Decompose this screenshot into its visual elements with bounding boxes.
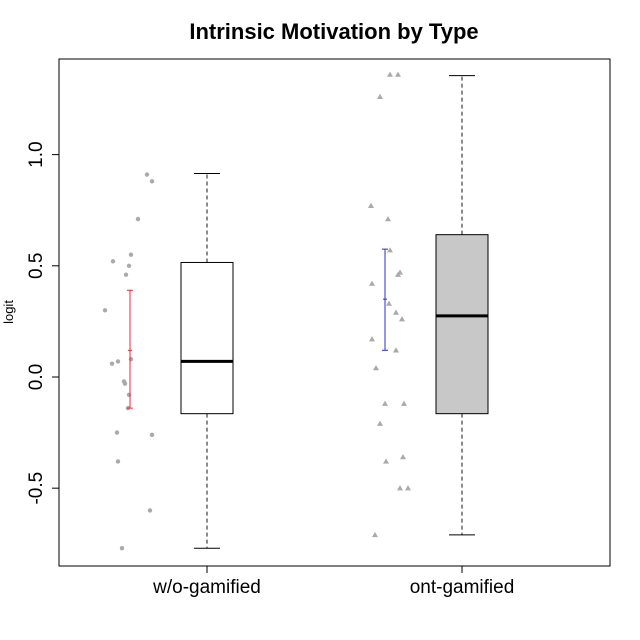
data-point	[128, 356, 134, 362]
data-point	[387, 247, 393, 253]
data-point	[149, 179, 155, 184]
group-ont-gamified	[368, 71, 489, 538]
data-point	[393, 347, 399, 353]
data-point	[405, 485, 411, 491]
data-point	[377, 93, 383, 100]
data-point	[110, 259, 116, 264]
data-point	[368, 202, 374, 208]
data-point	[382, 400, 388, 406]
data-point	[135, 216, 141, 222]
data-point	[377, 420, 383, 426]
y-tick-label: -0.5	[26, 472, 47, 505]
data-point	[393, 309, 399, 315]
data-point	[386, 300, 392, 306]
data-point	[119, 546, 125, 551]
y-tick-label: 1.0	[26, 141, 47, 167]
data-point	[383, 458, 389, 464]
data-point	[144, 172, 150, 177]
y-axis: -0.5 0.0 0.5 1.0	[26, 141, 60, 505]
data-point	[109, 361, 115, 366]
data-point	[126, 392, 132, 397]
data-point	[397, 269, 403, 275]
data-point	[147, 508, 153, 513]
data-point	[123, 272, 129, 277]
data-point	[126, 263, 132, 269]
plot-area	[102, 71, 489, 551]
group-wo-gamified	[102, 172, 234, 551]
x-tick-label: ont-gamified	[410, 577, 515, 598]
y-tick-label: 0.5	[26, 253, 47, 279]
data-point	[395, 71, 401, 77]
x-axis: w/o-gamified ont-gamified	[152, 565, 515, 598]
x-tick-label: w/o-gamified	[152, 577, 261, 598]
data-point	[121, 379, 127, 384]
data-point	[149, 432, 155, 438]
data-point	[102, 308, 108, 313]
data-point	[128, 252, 134, 257]
box	[180, 261, 234, 415]
data-point	[385, 216, 391, 222]
data-point	[114, 430, 120, 435]
box	[435, 234, 489, 415]
y-axis-title: logit	[1, 300, 16, 324]
data-point	[369, 280, 375, 286]
data-point	[369, 336, 375, 342]
data-point	[373, 365, 379, 371]
data-point	[115, 459, 121, 464]
data-point	[397, 485, 403, 491]
plot-frame	[58, 58, 611, 567]
data-point	[387, 71, 393, 77]
data-point	[399, 316, 405, 322]
data-point	[400, 454, 406, 460]
data-point	[115, 359, 121, 364]
chart-title: Intrinsic Motivation by Type	[189, 19, 478, 44]
data-point	[372, 531, 378, 538]
y-tick-label: 0.0	[26, 364, 47, 390]
data-point	[401, 400, 407, 406]
